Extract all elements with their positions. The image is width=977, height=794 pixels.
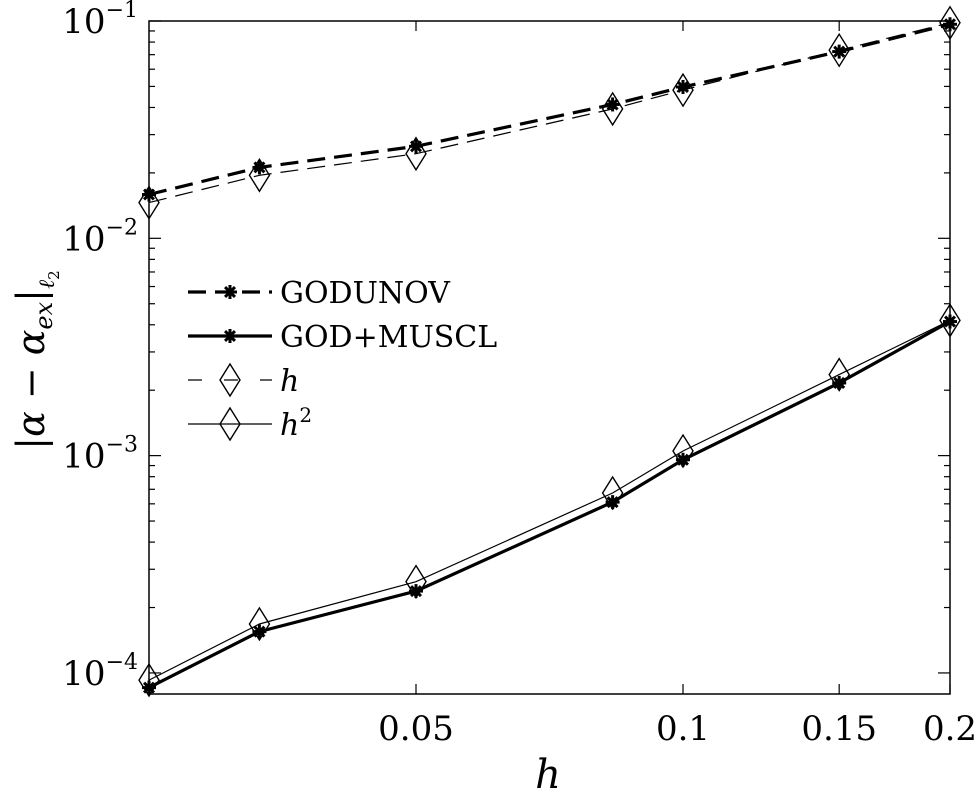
legend-item: h2 [188, 403, 312, 443]
y-tick-label: 10−2 [62, 215, 138, 259]
asterisk-marker [223, 329, 237, 343]
asterisk-marker [223, 285, 237, 299]
legend-label: GODUNOV [280, 276, 451, 311]
legend: GODUNOV GOD+MUSCL h h2 [188, 276, 497, 443]
asterisk-marker [943, 314, 957, 329]
y-tick-label: 10−1 [62, 0, 138, 42]
diamond-marker [405, 136, 427, 172]
plot-frame [148, 20, 951, 695]
diamond-marker [248, 157, 271, 193]
asterisk-marker [832, 44, 847, 59]
asterisk-marker [252, 160, 267, 175]
x-tick-labels: 0.05 0.1 0.15 0.2 [378, 709, 977, 749]
asterisk-marker [409, 584, 423, 599]
asterisk-marker [676, 79, 690, 94]
x-tick-label: 0.2 [923, 709, 977, 749]
diamond-marker [939, 303, 961, 338]
series-h- [138, 303, 961, 698]
asterisk-marker [605, 495, 620, 510]
asterisk-marker [409, 139, 423, 154]
series-line [148, 319, 951, 681]
x-tick-label: 0.05 [378, 709, 454, 749]
x-tick-label: 0.15 [801, 709, 877, 749]
diamond-marker [138, 662, 160, 698]
legend-item: GODUNOV [188, 276, 451, 311]
diamond-marker [219, 406, 241, 442]
legend-item: h [188, 362, 299, 399]
axis-ticks [149, 20, 951, 694]
legend-item: GOD+MUSCL [188, 320, 497, 355]
x-axis-label: h [535, 752, 561, 794]
diamond-marker [939, 5, 961, 41]
diamond-marker [672, 433, 694, 469]
legend-label: GOD+MUSCL [280, 320, 497, 355]
diamond-marker [219, 362, 241, 398]
asterisk-marker [676, 452, 690, 467]
svg-text:|α − αex|ℓ2: |α − αex|ℓ2 [9, 270, 63, 449]
asterisk-marker [142, 680, 156, 695]
diamond-marker [828, 32, 851, 68]
legend-label: h2 [280, 403, 312, 443]
asterisk-marker [605, 97, 620, 112]
asterisk-marker [832, 375, 847, 390]
y-tick-labels: 10−4 10−3 10−2 10−1 [62, 0, 138, 694]
diamond-marker [828, 357, 851, 392]
y-axis-label: |α − αex|ℓ2 [9, 270, 63, 449]
asterisk-marker [142, 187, 156, 202]
series-godunov [142, 17, 957, 202]
asterisk-marker [252, 624, 267, 639]
x-tick-label: 0.1 [656, 709, 710, 749]
series-god-muscl [142, 314, 957, 695]
diamond-marker [248, 606, 271, 642]
series-layer [138, 5, 961, 698]
diamond-marker [138, 185, 160, 220]
series-h [138, 5, 961, 220]
y-tick-label: 10−4 [62, 650, 138, 694]
asterisk-marker [943, 17, 957, 32]
legend-label: h [280, 364, 299, 399]
y-tick-label: 10−3 [62, 433, 138, 477]
